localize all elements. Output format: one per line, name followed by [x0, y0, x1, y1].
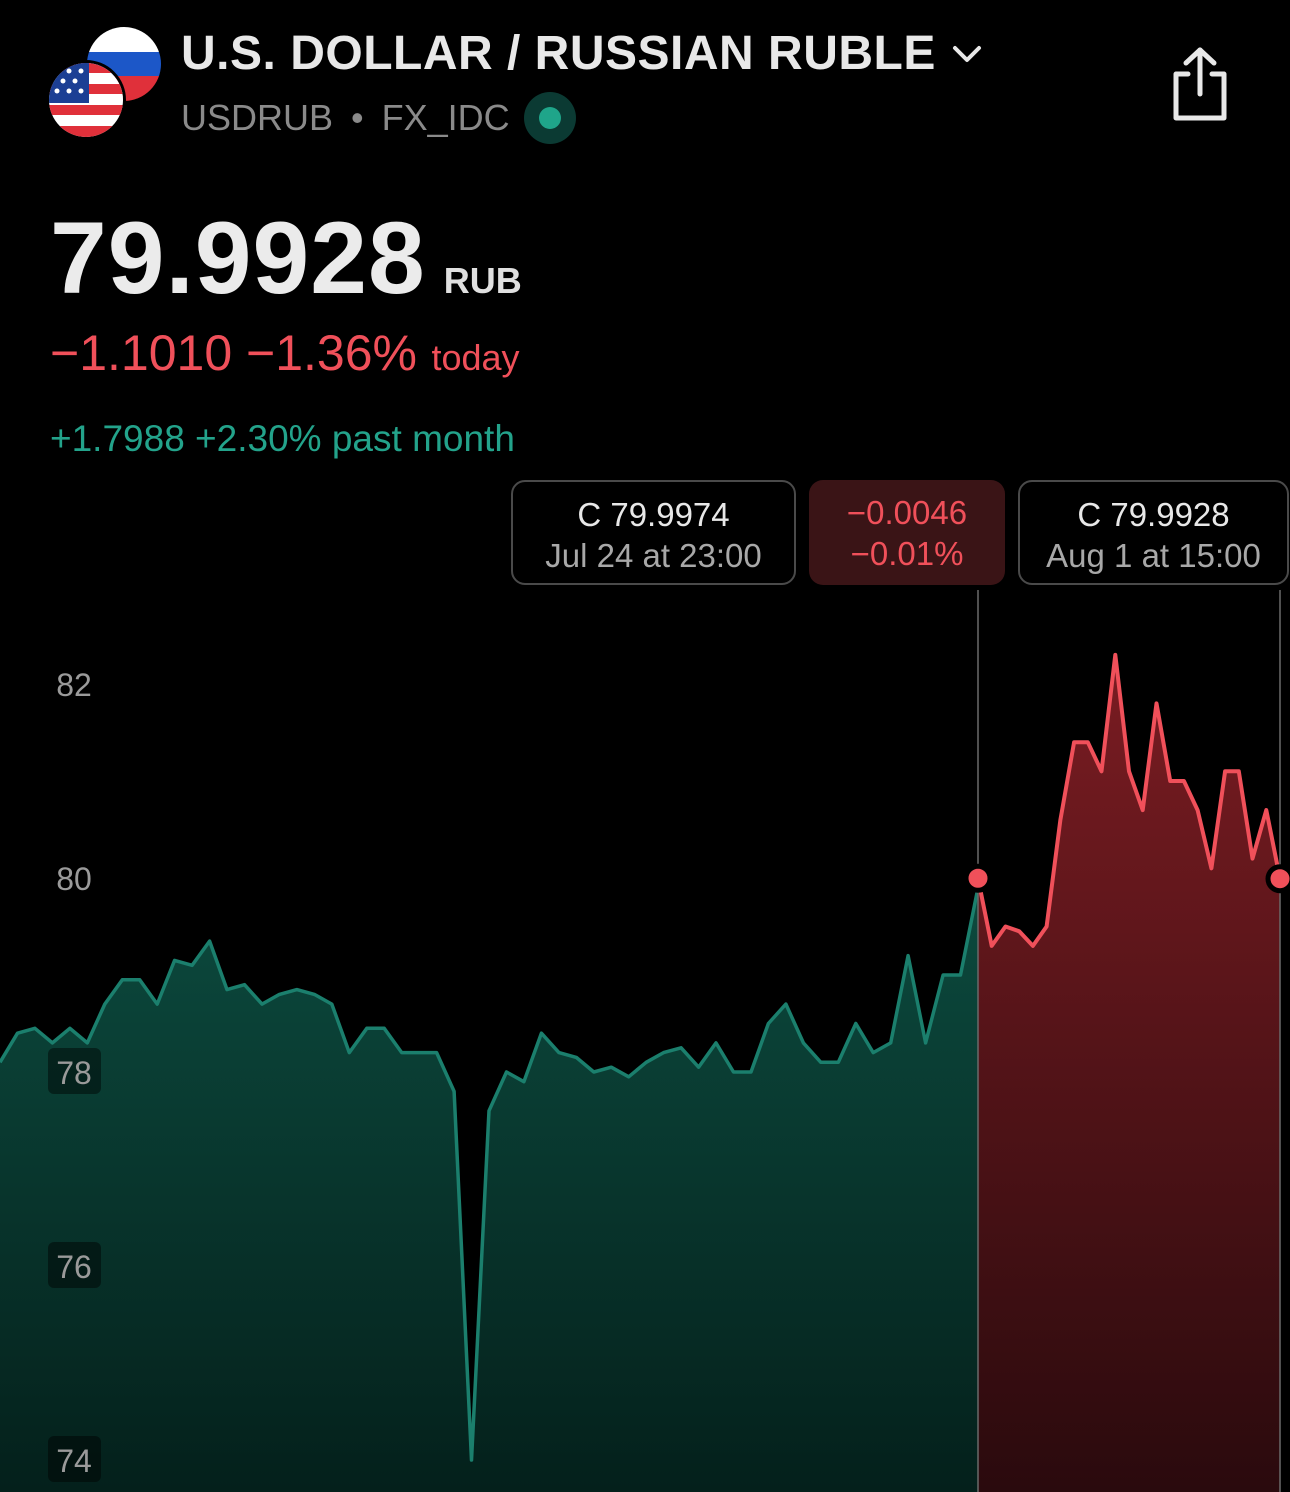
live-status-icon	[523, 92, 576, 144]
y-tick-label: 78	[56, 1055, 92, 1091]
change-today-label: today	[431, 337, 520, 378]
line-before-selection	[0, 887, 980, 1462]
price-chart[interactable]: 82 80 78 76 74	[0, 590, 1290, 1492]
range-start-tooltip: C 79.9974 Jul 24 at 23:00	[511, 480, 796, 585]
range-start-close: C 79.9974	[577, 496, 730, 533]
y-tick-label: 80	[56, 861, 92, 897]
change-today: −1.1010 −1.36% today	[50, 324, 520, 382]
range-end-time: Aug 1 at 15:00	[1046, 537, 1261, 574]
range-end-close: C 79.9928	[1077, 496, 1230, 533]
instrument-title[interactable]: U.S. DOLLAR / RUSSIAN RUBLE	[181, 27, 936, 80]
change-past-month: +1.7988 +2.30% past month	[50, 418, 515, 459]
area-selection	[978, 654, 1280, 1492]
y-tick-74: 74	[48, 1436, 101, 1482]
y-tick-76: 76	[48, 1242, 101, 1288]
change-today-value: −1.1010 −1.36%	[50, 325, 417, 381]
last-price: 79.9928	[50, 201, 426, 315]
price-currency: RUB	[443, 260, 522, 301]
y-tick-78: 78	[48, 1048, 101, 1094]
title-row[interactable]: U.S. DOLLAR / RUSSIAN RUBLE	[181, 26, 984, 81]
y-tick-80: 80	[56, 861, 92, 897]
range-diff-percent: −0.01%	[850, 535, 964, 572]
range-diff-badge: −0.0046 −0.01%	[809, 480, 1005, 585]
selection-end-marker[interactable]	[1265, 864, 1290, 894]
instrument-header: U.S. DOLLAR / RUSSIAN RUBLE USDRUB • FX_…	[0, 0, 1290, 160]
currency-pair-flags	[46, 24, 164, 140]
range-diff-value: −0.0046	[846, 494, 968, 531]
selection-start-marker[interactable]	[963, 863, 993, 893]
us-flag-icon	[46, 60, 126, 140]
symbol-label: USDRUB	[181, 97, 334, 138]
range-end-tooltip: C 79.9928 Aug 1 at 15:00	[1018, 480, 1289, 585]
range-start-time: Jul 24 at 23:00	[545, 537, 762, 574]
chevron-down-icon[interactable]	[950, 37, 984, 71]
separator-dot: •	[351, 97, 364, 138]
exchange-label: FX_IDC	[381, 97, 510, 138]
y-tick-82: 82	[56, 667, 92, 703]
area-before-selection	[0, 887, 978, 1492]
y-tick-label: 82	[56, 667, 92, 703]
y-tick-label: 74	[56, 1443, 92, 1479]
share-icon[interactable]	[1166, 44, 1234, 124]
instrument-subtitle: USDRUB • FX_IDC	[181, 92, 576, 144]
price-display: 79.9928 RUB	[50, 200, 522, 317]
line-selection	[976, 652, 1282, 948]
y-tick-label: 76	[56, 1249, 92, 1285]
